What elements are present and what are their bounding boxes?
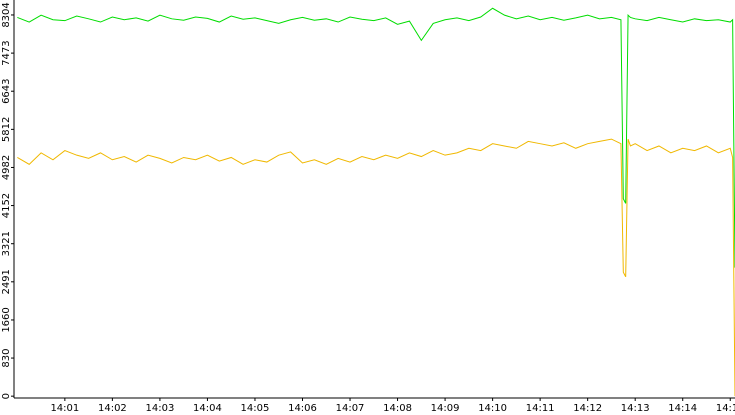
y-tick-label: 2491 <box>1 269 12 294</box>
x-tick-label: 14:10 <box>478 403 507 414</box>
x-tick-label: 14:06 <box>288 403 317 414</box>
x-tick-label: 14:04 <box>193 403 222 414</box>
y-tick-label: 6643 <box>1 78 12 103</box>
x-tick-label: 14:05 <box>241 403 270 414</box>
x-tick-label: 14:02 <box>98 403 127 414</box>
x-tick-label: 14:01 <box>50 403 79 414</box>
x-tick-label: 14:12 <box>573 403 602 414</box>
x-tick-label: 14:13 <box>621 403 650 414</box>
y-tick-label: 830 <box>1 349 12 368</box>
y-tick-label: 1660 <box>1 307 12 332</box>
x-tick-label: 14:08 <box>383 403 412 414</box>
x-tick-label: 14:14 <box>668 403 697 414</box>
y-tick-label: 0 <box>1 393 12 399</box>
x-tick-label: 14:09 <box>431 403 460 414</box>
y-tick-label: 8304 <box>1 2 12 27</box>
x-tick-label: 14:11 <box>526 403 555 414</box>
y-tick-label: 5812 <box>1 117 12 142</box>
y-tick-label: 7473 <box>1 40 12 65</box>
x-tick-label: 14:03 <box>145 403 174 414</box>
x-tick-label: 14:15 <box>716 403 735 414</box>
y-tick-label: 4982 <box>1 155 12 180</box>
data-line <box>17 138 735 397</box>
data-line <box>17 7 735 268</box>
x-tick-label: 14:07 <box>336 403 365 414</box>
y-tick-label: 3321 <box>1 231 12 256</box>
y-tick-label: 4152 <box>1 193 12 218</box>
